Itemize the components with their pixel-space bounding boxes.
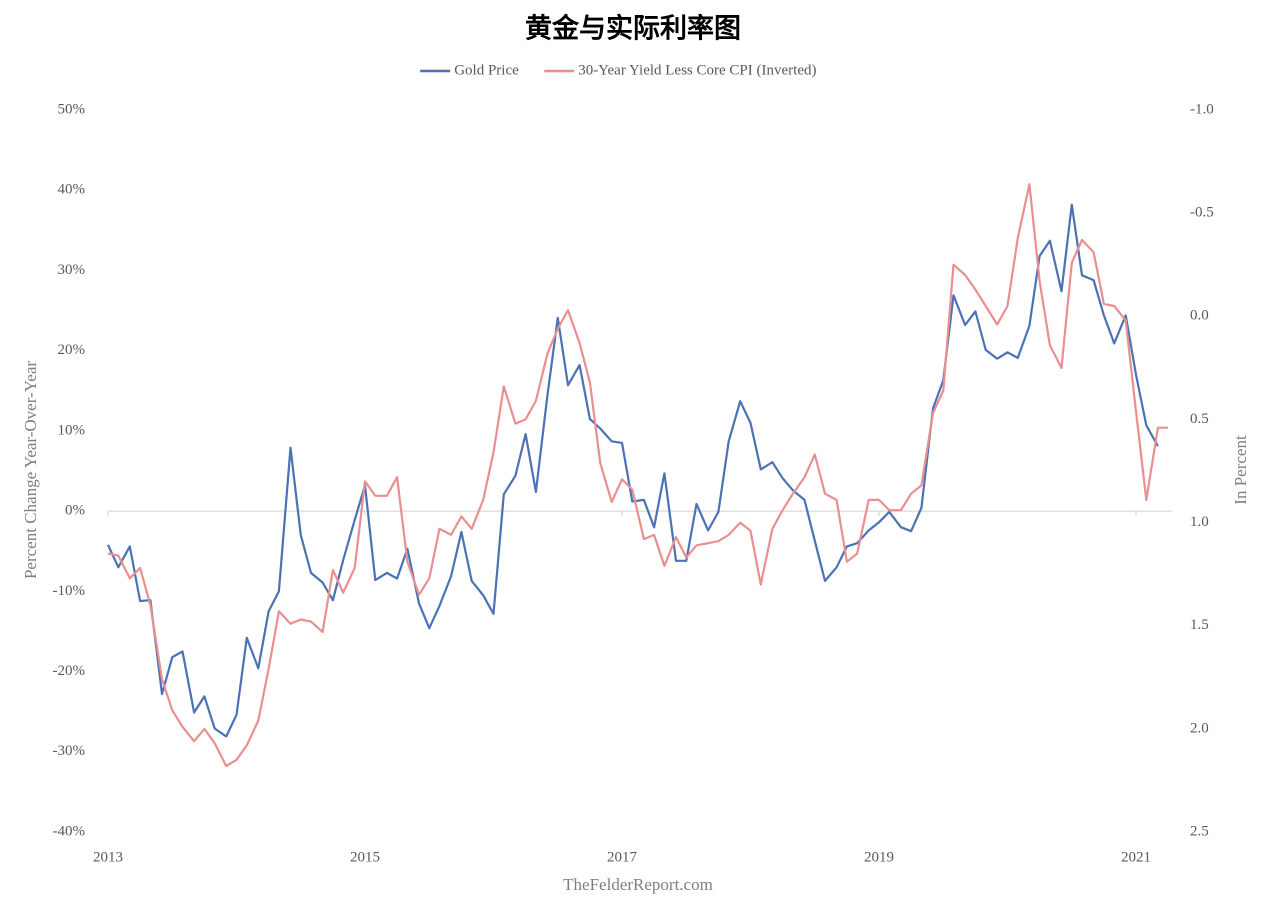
y-tick-label: 20% — [58, 342, 86, 358]
y-tick-label: -40% — [53, 823, 86, 839]
y2-tick-label: 2.5 — [1190, 823, 1209, 839]
x-tick-label: 2015 — [350, 849, 380, 865]
series-line — [106, 203, 1159, 738]
y2-axis-title: In Percent — [1231, 435, 1250, 505]
legend-label: Gold Price — [454, 62, 519, 78]
y2-tick-label: 1.0 — [1190, 514, 1209, 530]
y-tick-label: 50% — [58, 101, 86, 117]
x-tick-label: 2019 — [864, 849, 894, 865]
x-tick-label: 2013 — [93, 849, 123, 865]
x-tick-label: 2021 — [1121, 849, 1151, 865]
y-axis-title: Percent Change Year-Over-Year — [21, 361, 40, 579]
y2-tick-label: 1.5 — [1190, 617, 1209, 633]
y2-tick-label: 2.0 — [1190, 720, 1209, 736]
chart-title: 黄金与实际利率图 — [525, 13, 741, 45]
y-tick-label: 40% — [58, 182, 86, 198]
y-tick-label: -10% — [53, 583, 86, 599]
series-line — [107, 183, 1169, 768]
y-tick-label: -30% — [53, 743, 86, 759]
y2-tick-label: 0.5 — [1190, 411, 1209, 427]
y-tick-label: 10% — [58, 422, 86, 438]
y-tick-label: -20% — [53, 663, 86, 679]
y2-tick-label: -1.0 — [1190, 101, 1214, 117]
y-tick-label: 0% — [65, 503, 85, 519]
x-tick-label: 2017 — [607, 849, 638, 865]
y2-tick-label: -0.5 — [1190, 205, 1214, 221]
source: TheFelderReport.com — [563, 875, 713, 894]
legend-label: 30-Year Yield Less Core CPI (Inverted) — [578, 62, 816, 78]
y-tick-label: 30% — [58, 262, 86, 278]
y2-tick-label: 0.0 — [1190, 308, 1209, 324]
